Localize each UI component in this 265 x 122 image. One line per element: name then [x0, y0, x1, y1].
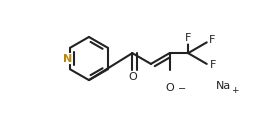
- Text: O: O: [128, 72, 137, 82]
- Text: F: F: [210, 61, 216, 71]
- Text: Na: Na: [216, 81, 231, 91]
- Text: +: +: [232, 86, 239, 95]
- Text: O: O: [165, 83, 174, 93]
- Text: F: F: [209, 35, 215, 45]
- Text: −: −: [178, 84, 186, 94]
- Text: N: N: [63, 54, 72, 64]
- Text: F: F: [185, 33, 191, 43]
